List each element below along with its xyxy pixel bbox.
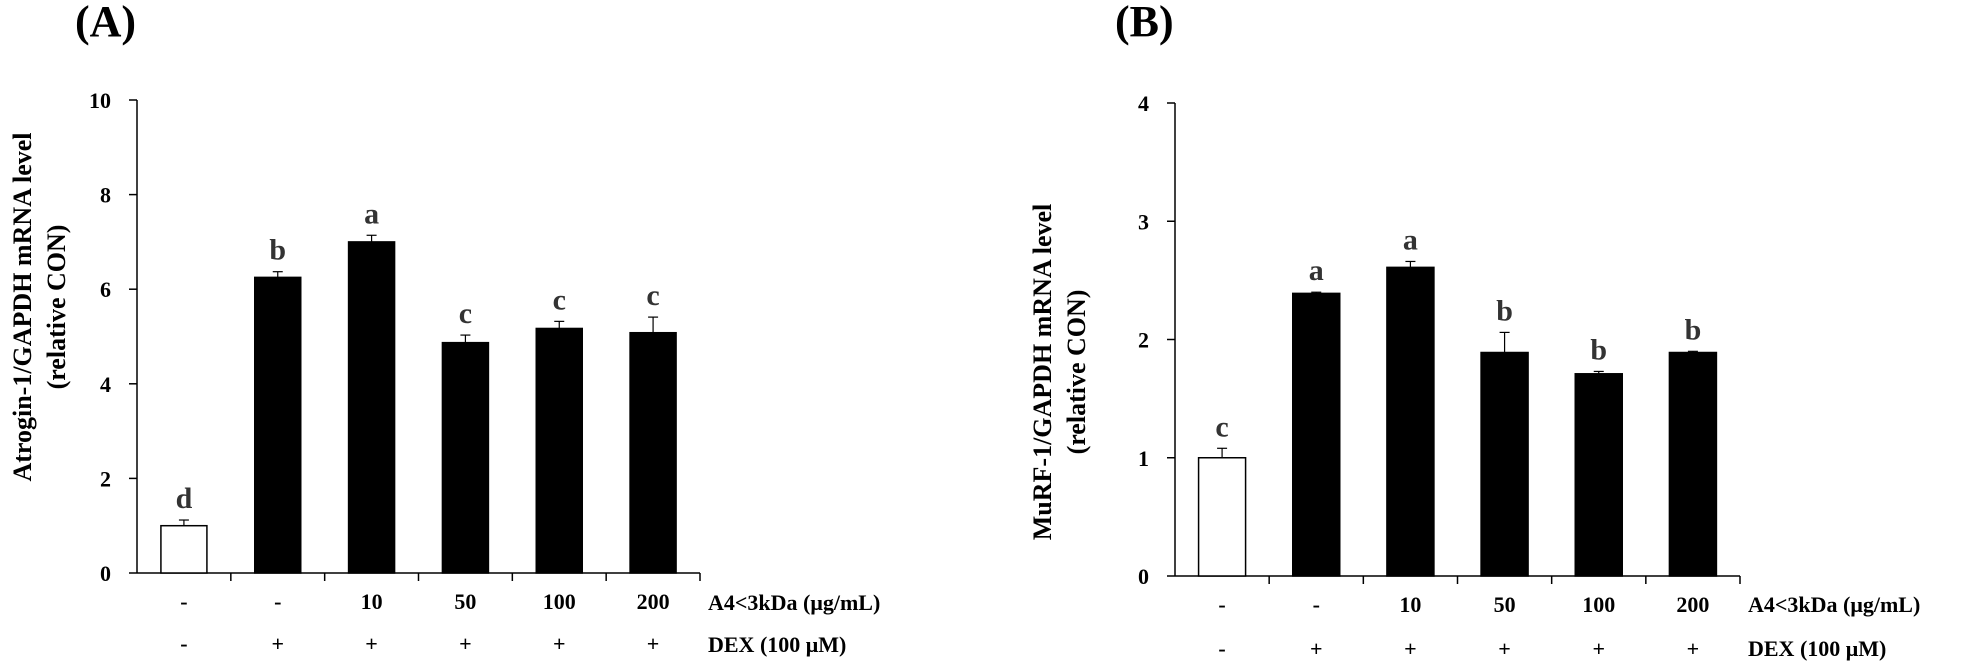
panel-b-row1-value: 10: [1399, 592, 1421, 617]
panel-a-row2-label: DEX (100 μM): [708, 632, 846, 657]
panel-b-row1-value: -: [1218, 592, 1225, 617]
panel-a-ylabel-line2: (relative CON): [42, 225, 71, 390]
panel-b-significance-label: b: [1685, 313, 1702, 346]
panel-b-y-tick-label: 3: [1138, 209, 1149, 234]
panel-b-label: (B): [1115, 0, 1174, 46]
panel-a-row1-value: 50: [454, 589, 476, 614]
panel-a-row2-value: +: [647, 631, 660, 656]
panel-b-row2-value: +: [1687, 636, 1700, 661]
panel-b-bar: [1386, 266, 1435, 577]
panel-a-row2-value: +: [553, 631, 566, 656]
panel-a-row1-value: 10: [361, 589, 383, 614]
panel-a-row2-value: +: [365, 631, 378, 656]
panel-a-bar: [441, 341, 490, 574]
panel-a-significance-label: a: [364, 197, 379, 230]
panel-a-row1-value: 200: [637, 589, 670, 614]
panel-b-row2-value: +: [1404, 636, 1417, 661]
panel-b-y-tick-label: 0: [1138, 564, 1149, 589]
marks-layer: 0 2 4 6 8 10 d - - b - + a 10 + c 50 + c 100 + c 200 +0 1 2 3 4 c - - a…: [89, 88, 1741, 661]
panel-b-row1-value: -: [1313, 592, 1320, 617]
panel-b-bar: [1292, 292, 1341, 577]
panel-b-significance-label: b: [1590, 333, 1607, 366]
panel-a-y-tick-label: 0: [100, 561, 111, 586]
panel-a-row2-value: +: [459, 631, 472, 656]
panel-b-bar: [1197, 457, 1247, 577]
panel-a-y-tick-label: 6: [100, 277, 111, 302]
panel-a-y-tick-label: 10: [89, 88, 111, 113]
panel-b-bar: [1574, 373, 1623, 577]
panel-a-ylabel-line1: Atrogin-1/GAPDH mRNA level: [8, 132, 37, 481]
panel-a-label: (A): [75, 0, 136, 46]
panel-b-y-tick-label: 4: [1138, 91, 1149, 116]
panel-b-row1-label: A4<3kDa (μg/mL): [1748, 592, 1920, 617]
panel-a-y-tick-label: 2: [100, 466, 111, 491]
panel-b-row2-value: +: [1498, 636, 1511, 661]
panel-a-significance-label: c: [459, 297, 472, 330]
panel-b-significance-label: a: [1309, 254, 1324, 287]
panel-a-bar: [254, 276, 302, 574]
panel-a-significance-label: c: [646, 279, 659, 312]
panel-a-significance-label: b: [269, 234, 286, 267]
panel-b-bar: [1480, 351, 1529, 577]
panel-a-bar: [347, 241, 396, 574]
panel-b-row1-value: 100: [1582, 592, 1615, 617]
panel-b-significance-label: c: [1215, 410, 1228, 443]
panel-a-significance-label: d: [176, 482, 193, 515]
panel-a-row2-value: +: [271, 631, 284, 656]
panel-a-row2-value: -: [180, 631, 187, 656]
panel-b-ylabel-line2: (relative CON): [1062, 290, 1091, 455]
panel-b-row1-value: 50: [1494, 592, 1516, 617]
panel-a-bar: [535, 327, 583, 574]
panel-b-row1-value: 200: [1676, 592, 1709, 617]
panel-b-significance-label: a: [1403, 223, 1418, 256]
panel-b-row2-label: DEX (100 μM): [1748, 636, 1886, 661]
panel-a-y-tick-label: 4: [100, 372, 111, 397]
panel-a-bar: [160, 524, 208, 574]
panel-a-y-tick-label: 8: [100, 183, 111, 208]
panel-a-row1-value: 100: [543, 589, 576, 614]
panel-b-row2-value: +: [1310, 636, 1323, 661]
panel-b-y-tick-label: 2: [1138, 328, 1149, 353]
panel-b-ylabel-line1: MuRF-1/GAPDH mRNA level: [1028, 204, 1057, 541]
panel-a-significance-label: c: [553, 283, 566, 316]
panel-a-row1-value: -: [180, 589, 187, 614]
panel-b-significance-label: b: [1496, 294, 1513, 327]
panel-a-row1-value: -: [274, 589, 281, 614]
panel-b-y-tick-label: 1: [1138, 446, 1149, 471]
panel-a-row1-label: A4<3kDa (μg/mL): [708, 590, 880, 615]
panel-b-row2-value: +: [1592, 636, 1605, 661]
panel-b-row2-value: -: [1218, 636, 1225, 661]
panel-b-bar: [1668, 351, 1718, 577]
panel-a-bar: [629, 331, 677, 574]
